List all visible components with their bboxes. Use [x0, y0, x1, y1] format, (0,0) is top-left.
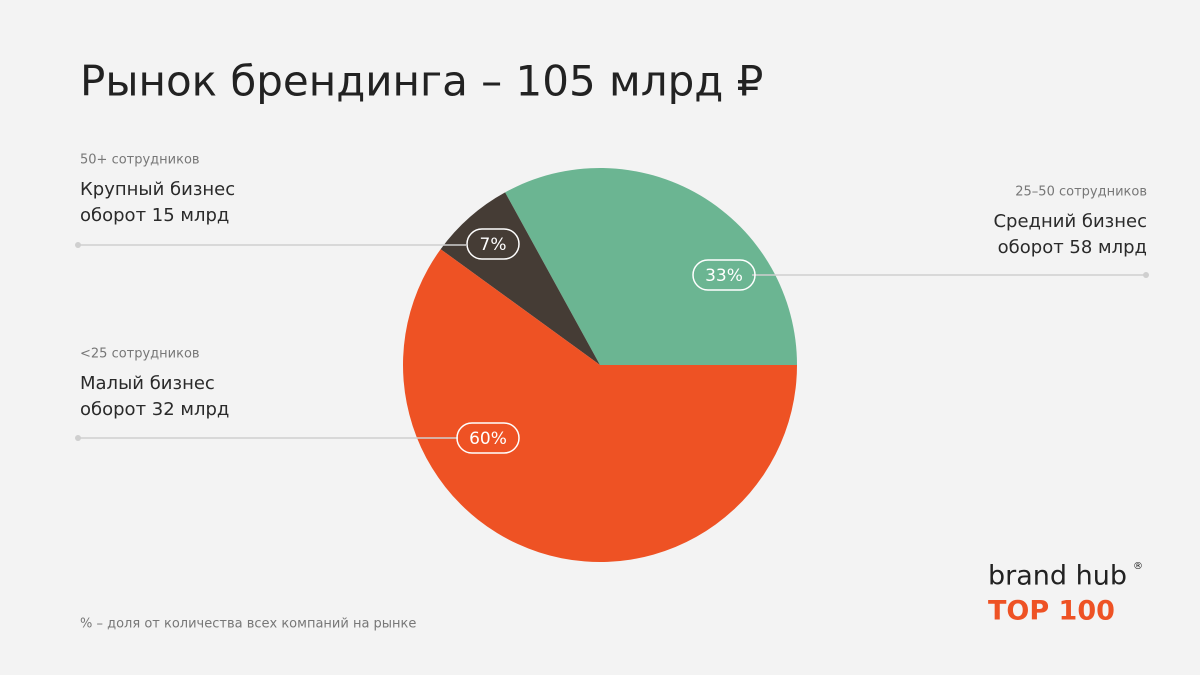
- legend-group: <25 сотрудников: [80, 347, 200, 362]
- pie-slice: [440, 192, 600, 365]
- value-label: 7%: [480, 235, 507, 255]
- brand-tag: TOP 100: [988, 596, 1115, 627]
- leader-dot: [75, 242, 81, 248]
- brand-mark: ®: [1133, 561, 1143, 572]
- brand-name: brand hub: [988, 561, 1127, 592]
- legend-detail: оборот 58 млрд: [998, 237, 1147, 258]
- value-pill: [692, 259, 756, 291]
- leader-dot: [75, 435, 81, 441]
- value-label: 60%: [469, 429, 507, 449]
- chart-title: Рынок брендинга – 105 млрд ₽: [80, 57, 763, 106]
- value-pill: [466, 228, 520, 260]
- footnote: % – доля от количества всех компаний на …: [80, 617, 416, 632]
- pie-slice: [402, 249, 797, 563]
- legend-group: 25–50 сотрудников: [1015, 185, 1147, 200]
- legend-detail: оборот 15 млрд: [80, 205, 229, 226]
- legend-label: Крупный бизнес: [80, 179, 235, 200]
- legend-detail: оборот 32 млрд: [80, 399, 229, 420]
- pie-slice: [505, 167, 797, 365]
- leader-dot: [1143, 272, 1149, 278]
- legend-label: Средний бизнес: [993, 211, 1147, 232]
- legend-label: Малый бизнес: [80, 373, 215, 394]
- legend-group: 50+ сотрудников: [80, 153, 200, 168]
- value-pill: [456, 422, 520, 454]
- value-label: 33%: [705, 266, 743, 286]
